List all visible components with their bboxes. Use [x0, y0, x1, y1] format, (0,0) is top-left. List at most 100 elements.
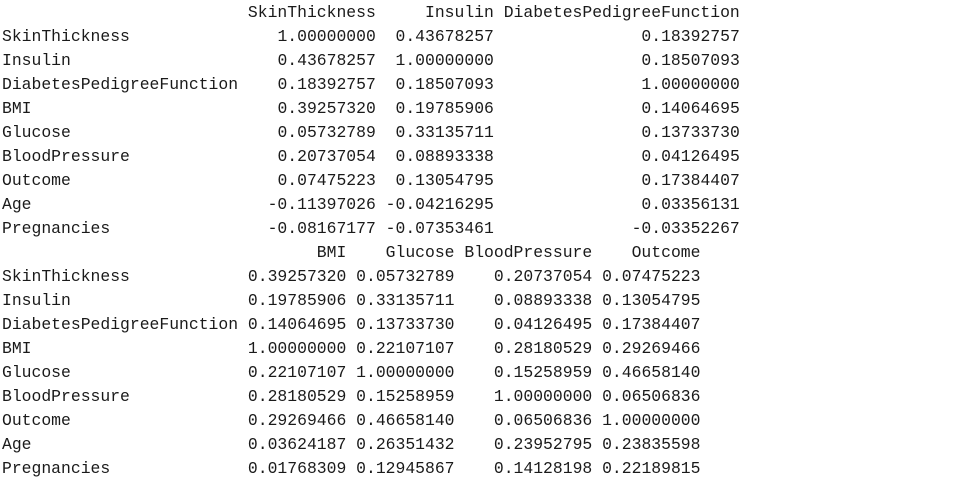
table-row: SkinThickness 1.00000000 0.43678257 0.18…	[2, 25, 740, 49]
table-row: BMI 0.39257320 0.19785906 0.14064695	[2, 97, 740, 121]
table-cell: 0.18507093	[641, 51, 740, 70]
table-row: Pregnancies -0.08167177 -0.07353461 -0.0…	[2, 217, 740, 241]
table-cell: 0.03356131	[641, 195, 740, 214]
table-cell: 0.46658140	[602, 363, 701, 382]
table-cell: 0.23835598	[602, 435, 701, 454]
table-cell: 0.26351432	[356, 435, 455, 454]
table-cell: 0.13733730	[641, 123, 740, 142]
table-cell: 0.29269466	[602, 339, 701, 358]
table-cell: 0.17384407	[641, 171, 740, 190]
table-cell: 0.01768309	[247, 459, 347, 478]
table-cell: 0.14064695	[247, 315, 347, 334]
table-cell: 0.08893338	[493, 291, 593, 310]
table-row: SkinThickness 0.39257320 0.05732789 0.20…	[2, 265, 740, 289]
table-cell: 0.15258959	[356, 387, 455, 406]
table-cell: 0.19785906	[395, 99, 494, 118]
row-label: Insulin	[2, 51, 71, 70]
table-cell: 0.22107107	[356, 339, 455, 358]
table-cell: 1.00000000	[247, 339, 347, 358]
table-cell: 0.14128198	[493, 459, 593, 478]
table-cell: 0.43678257	[395, 27, 494, 46]
table-row: BloodPressure 0.28180529 0.15258959 1.00…	[2, 385, 740, 409]
table-cell: 0.22189815	[602, 459, 701, 478]
table-cell: 0.20737054	[277, 147, 376, 166]
column-header: Outcome	[631, 243, 701, 262]
table-row: BloodPressure 0.20737054 0.08893338 0.04…	[2, 145, 740, 169]
table-row: Age -0.11397026 -0.04216295 0.03356131	[2, 193, 740, 217]
table-cell: 0.06506836	[602, 387, 701, 406]
table-cell: 1.00000000	[277, 27, 376, 46]
table-cell: 1.00000000	[356, 363, 455, 382]
column-header: DiabetesPedigreeFunction	[503, 3, 740, 22]
table-row: Age 0.03624187 0.26351432 0.23952795 0.2…	[2, 433, 740, 457]
column-header: SkinThickness	[247, 3, 376, 22]
row-label: Pregnancies	[2, 459, 111, 478]
table-cell: 0.46658140	[356, 411, 455, 430]
table-row: Insulin 0.19785906 0.33135711 0.08893338…	[2, 289, 740, 313]
table-cell: -0.03352267	[631, 219, 740, 238]
table-cell: 0.13733730	[356, 315, 455, 334]
table-row: Glucose 0.05732789 0.33135711 0.13733730	[2, 121, 740, 145]
table-cell: 0.08893338	[395, 147, 494, 166]
table-cell: 0.18507093	[395, 75, 494, 94]
row-label: Pregnancies	[2, 219, 111, 238]
table-cell: -0.11397026	[267, 195, 376, 214]
table-cell: 0.39257320	[277, 99, 376, 118]
row-label: Age	[2, 195, 32, 214]
row-label: Age	[2, 435, 32, 454]
table-cell: 1.00000000	[395, 51, 494, 70]
column-header: Insulin	[424, 3, 494, 22]
row-label: DiabetesPedigreeFunction	[2, 75, 239, 94]
table-cell: 0.07475223	[602, 267, 701, 286]
column-header: BMI	[316, 243, 347, 262]
table-cell: 0.43678257	[277, 51, 376, 70]
table-row: Glucose 0.22107107 1.00000000 0.15258959…	[2, 361, 740, 385]
row-label: Insulin	[2, 291, 71, 310]
table-cell: 0.29269466	[247, 411, 347, 430]
table-cell: 0.04126495	[493, 315, 593, 334]
table-cell: -0.08167177	[267, 219, 376, 238]
row-label: Glucose	[2, 363, 71, 382]
table-cell: 0.04126495	[641, 147, 740, 166]
row-label: DiabetesPedigreeFunction	[2, 315, 239, 334]
table-cell: 0.14064695	[641, 99, 740, 118]
column-header: BloodPressure	[464, 243, 593, 262]
row-label: Glucose	[2, 123, 71, 142]
column-header-row: SkinThickness Insulin DiabetesPedigreeFu…	[2, 1, 740, 25]
table-row: DiabetesPedigreeFunction 0.18392757 0.18…	[2, 73, 740, 97]
table-cell: 0.05732789	[356, 267, 455, 286]
table-cell: -0.04216295	[385, 195, 494, 214]
table-row: BMI 1.00000000 0.22107107 0.28180529 0.2…	[2, 337, 740, 361]
column-header-row: BMI Glucose BloodPressure Outcome	[2, 241, 740, 265]
table-cell: 0.17384407	[602, 315, 701, 334]
table-cell: 0.23952795	[493, 435, 593, 454]
table-cell: 1.00000000	[493, 387, 593, 406]
row-label: BloodPressure	[2, 147, 130, 166]
console-output: SkinThickness Insulin DiabetesPedigreeFu…	[2, 1, 740, 481]
table-cell: 0.18392757	[277, 75, 376, 94]
table-cell: -0.07353461	[385, 219, 494, 238]
table-cell: 0.12945867	[356, 459, 455, 478]
table-cell: 0.19785906	[247, 291, 347, 310]
row-label: Outcome	[2, 411, 71, 430]
column-header: Glucose	[385, 243, 455, 262]
table-cell: 0.13054795	[395, 171, 494, 190]
table-cell: 0.15258959	[493, 363, 593, 382]
table-cell: 0.33135711	[356, 291, 455, 310]
table-cell: 0.33135711	[395, 123, 494, 142]
table-row: Pregnancies 0.01768309 0.12945867 0.1412…	[2, 457, 740, 481]
row-label: Outcome	[2, 171, 71, 190]
table-cell: 0.28180529	[493, 339, 593, 358]
row-label: BloodPressure	[2, 387, 130, 406]
table-row: Outcome 0.29269466 0.46658140 0.06506836…	[2, 409, 740, 433]
row-label: BMI	[2, 339, 32, 358]
table-row: Insulin 0.43678257 1.00000000 0.18507093	[2, 49, 740, 73]
table-row: DiabetesPedigreeFunction 0.14064695 0.13…	[2, 313, 740, 337]
table-cell: 0.05732789	[277, 123, 376, 142]
table-cell: 0.22107107	[247, 363, 347, 382]
table-cell: 0.18392757	[641, 27, 740, 46]
table-cell: 0.39257320	[247, 267, 347, 286]
row-label: SkinThickness	[2, 27, 130, 46]
table-cell: 0.06506836	[493, 411, 593, 430]
table-cell: 0.03624187	[247, 435, 347, 454]
